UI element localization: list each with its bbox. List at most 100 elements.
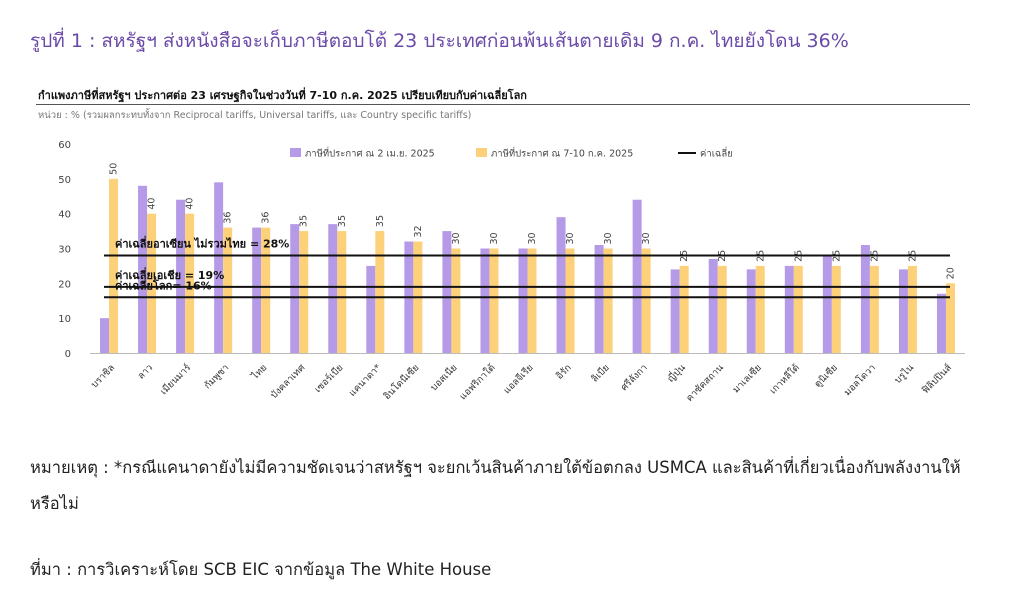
bar-series-1 [860,245,870,353]
x-tick-label: มาเลเซีย [730,362,764,396]
data-label: 35 [337,215,348,227]
data-label: 30 [565,232,576,244]
data-label: 30 [489,232,500,244]
y-tick-label: 10 [58,314,71,325]
reference-line-label: ค่าเฉลี่ยโลก= 16% [115,277,212,292]
title-divider [36,104,970,105]
x-tick-label: แอฟริกาใต้ [457,362,498,403]
bar-series-1 [556,217,566,353]
x-tick-label: กัมพูชา [202,362,231,391]
legend-label-series-2: ภาษีที่ประกาศ ณ 7-10 ก.ค. 2025 [491,147,633,160]
bar-series-2 [489,248,499,353]
y-tick-label: 20 [58,279,71,290]
data-label: 30 [641,232,652,244]
data-label: 35 [375,215,386,227]
x-tick-label: ตูนิเซีย [812,362,840,390]
bar-series-2 [755,265,765,353]
data-label: 30 [603,232,614,244]
x-tick-label: ฟิลิปปินส์ [919,361,954,396]
reference-line-label: ค่าเฉลี่ยเอเชีย = 19% [115,267,224,282]
bar-series-1 [936,293,946,353]
x-tick-label: ศรีลังกา [618,362,650,394]
bar-series-2 [679,265,689,353]
bar-series-2 [527,248,537,353]
legend-label-series-1: ภาษีที่ประกาศ ณ 2 เม.ย. 2025 [305,147,435,160]
bar-series-1 [328,224,338,353]
bar-series-1 [442,231,452,353]
data-label: 30 [527,232,538,244]
x-tick-label: ลิเบีย [588,362,611,385]
data-label: 30 [451,232,462,244]
bar-series-1 [290,224,300,353]
bar-series-2 [147,213,157,353]
bar-series-2 [375,231,385,353]
figure-title: รูปที่ 1 : สหรัฐฯ ส่งหนังสือจะเก็บภาษีตอ… [30,30,849,52]
x-tick-label: เกาหลีใต้ [767,362,802,397]
bar-series-2 [717,265,727,353]
data-label: 36 [223,212,234,224]
footnote: หมายเหตุ : *กรณีแคนาดายังไม่มีความชัดเจน… [30,458,961,513]
bar-series-2 [223,227,233,353]
chart-title: กำแพงภาษีที่สหรัฐฯ ประกาศต่อ 23 เศรษฐกิจ… [38,89,527,102]
chart-unit-label: หน่วย : % (รวมผลกระทบทั้งจาก Reciprocal … [38,110,472,121]
y-tick-label: 60 [58,140,71,151]
bar-series-1 [252,227,262,353]
bar-series-1 [746,269,756,353]
bar-series-2 [185,213,195,353]
bar-series-1 [708,258,718,353]
bar-series-1 [100,318,110,353]
reference-line-label: ค่าเฉลี่ยอาเซียน ไม่รวมไทย = 28% [115,235,289,250]
bar-series-2 [337,231,347,353]
bar-series-2 [299,231,309,353]
data-label: 40 [147,198,158,210]
bar-series-1 [480,248,490,353]
data-label: 40 [185,198,196,210]
x-tick-label: อิรัก [554,362,574,382]
x-tick-label: ไทย [248,362,269,383]
source-note: ที่มา : การวิเคราะห์โดย SCB EIC จากข้อมู… [30,560,492,579]
bar-series-1 [822,255,832,353]
bar-series-2 [261,227,271,353]
bar-series-2 [869,265,879,353]
bar-series-1 [784,265,794,353]
bar-series-2 [109,178,119,353]
x-tick-label: มอลโดวา [841,362,878,399]
bar-series-1 [214,182,224,353]
x-tick-label: ลาว [136,362,155,381]
bar-series-2 [603,248,613,353]
y-tick-label: 50 [58,175,71,186]
x-tick-label: เมียนมาร์ [158,362,194,398]
data-label: 35 [299,215,310,227]
x-tick-label: บังคลาเทศ [269,362,308,401]
x-tick-label: เซอร์เบีย [312,362,345,395]
x-tick-label: อินโดนีเซีย [381,362,422,403]
x-tick-label: บราซิล [89,362,117,390]
bar-series-1 [138,185,148,353]
bar-series-1 [670,269,680,353]
bar-series-2 [451,248,461,353]
data-label: 20 [945,267,956,279]
bar-series-2 [831,265,841,353]
legend-label-average: ค่าเฉลี่ย [700,147,733,160]
bar-series-2 [565,248,575,353]
bar-series-2 [641,248,651,353]
bar-series-2 [793,265,803,353]
legend-swatch-series-1 [290,148,301,157]
bar-series-1 [594,245,604,353]
x-tick-label: ญี่ปุ่น [664,361,688,385]
data-label: 32 [413,225,424,237]
bar-series-1 [518,248,528,353]
x-tick-label: บอสเนีย [428,362,460,394]
data-label: 50 [109,163,120,175]
bar-series-1 [632,199,642,353]
x-tick-label: คาซัคสถาน [684,362,726,404]
bar-series-2 [907,265,917,353]
y-tick-label: 40 [58,210,71,221]
x-tick-label: แคนาดา* [347,362,384,399]
bar-series-1 [176,199,186,353]
x-tick-label: บรูไน [892,361,917,386]
legend-swatch-series-2 [476,148,487,157]
y-tick-label: 0 [65,349,71,360]
x-tick-label: แอลจีเรีย [501,362,536,397]
bar-series-2 [945,283,955,353]
